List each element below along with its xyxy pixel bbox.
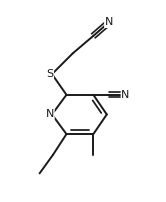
Text: N: N [121,90,130,100]
Text: S: S [46,69,53,79]
Text: N: N [46,109,54,119]
Text: N: N [105,17,113,27]
